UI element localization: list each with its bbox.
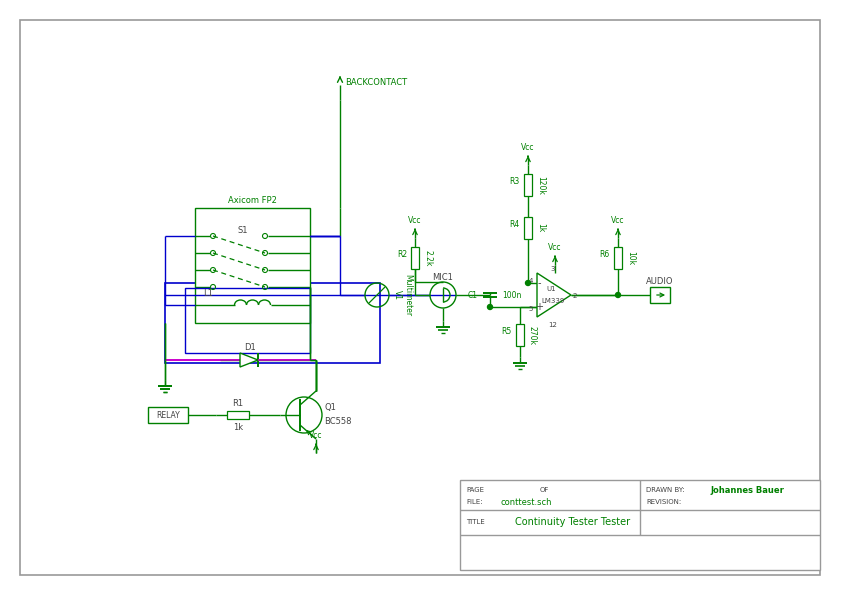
- Bar: [460, 480, 820, 570]
- Text: +: +: [535, 302, 543, 312]
- Text: S1: S1: [237, 226, 248, 234]
- Text: 4: 4: [529, 278, 533, 284]
- Text: DRAWN BY:: DRAWN BY:: [646, 487, 685, 493]
- Text: Vcc: Vcc: [611, 215, 625, 224]
- Text: 12: 12: [548, 322, 557, 328]
- Text: 5: 5: [529, 306, 533, 312]
- Circle shape: [488, 305, 493, 309]
- Text: R4: R4: [509, 220, 520, 228]
- Text: D1: D1: [244, 343, 256, 352]
- Text: LM339: LM339: [541, 298, 565, 304]
- Text: BC558: BC558: [324, 416, 351, 425]
- Text: FILE:: FILE:: [466, 499, 482, 505]
- Text: 270k: 270k: [528, 325, 537, 345]
- Circle shape: [616, 293, 621, 298]
- Text: PAGE: PAGE: [466, 487, 484, 493]
- Bar: [185, 288, 310, 353]
- Text: Axicom FP2: Axicom FP2: [228, 196, 277, 205]
- Bar: [650, 287, 670, 303]
- Text: Multimeter: Multimeter: [403, 274, 412, 316]
- Text: -: -: [537, 278, 541, 288]
- Text: R3: R3: [509, 177, 520, 186]
- Text: R5: R5: [502, 327, 512, 336]
- Bar: [411, 247, 419, 269]
- Bar: [524, 174, 532, 196]
- Text: Vcc: Vcc: [548, 243, 562, 252]
- Text: Vcc: Vcc: [408, 215, 422, 224]
- Text: Q1: Q1: [324, 402, 336, 412]
- Text: TITLE: TITLE: [466, 519, 485, 525]
- Text: Continuity Tester Tester: Continuity Tester Tester: [515, 517, 630, 527]
- Text: V1: V1: [393, 290, 402, 300]
- Bar: [614, 247, 622, 269]
- Polygon shape: [240, 353, 258, 367]
- Text: REVISION:: REVISION:: [646, 499, 681, 505]
- Bar: [148, 407, 188, 423]
- Text: 100n: 100n: [502, 290, 521, 299]
- Text: 1k: 1k: [536, 223, 545, 233]
- Bar: [516, 324, 524, 346]
- Text: R6: R6: [600, 249, 610, 258]
- Text: MIC1: MIC1: [433, 273, 454, 281]
- Text: conttest.sch: conttest.sch: [500, 497, 552, 506]
- Text: R1: R1: [232, 399, 243, 408]
- Text: 10k: 10k: [626, 251, 635, 265]
- Text: L1: L1: [203, 289, 213, 298]
- Text: RELAY: RELAY: [156, 411, 180, 419]
- Text: AUDIO: AUDIO: [647, 277, 674, 286]
- Text: 3: 3: [551, 266, 555, 272]
- Text: Vcc: Vcc: [521, 142, 535, 152]
- Text: C1: C1: [468, 290, 478, 299]
- Bar: [227, 411, 249, 419]
- Bar: [195, 208, 310, 323]
- Text: 2.2k: 2.2k: [423, 250, 432, 266]
- Text: BACKCONTACT: BACKCONTACT: [345, 77, 408, 86]
- Circle shape: [525, 280, 530, 286]
- Text: 2: 2: [573, 293, 578, 299]
- Text: OF: OF: [540, 487, 549, 493]
- Text: Johannes Bauer: Johannes Bauer: [710, 486, 784, 494]
- Text: R2: R2: [397, 249, 407, 258]
- Text: 120k: 120k: [536, 176, 545, 195]
- Polygon shape: [537, 273, 571, 317]
- Bar: [165, 283, 380, 363]
- Text: 1k: 1k: [233, 422, 243, 431]
- Text: U1: U1: [546, 286, 556, 292]
- Bar: [524, 217, 532, 239]
- Text: Vcc: Vcc: [309, 431, 322, 440]
